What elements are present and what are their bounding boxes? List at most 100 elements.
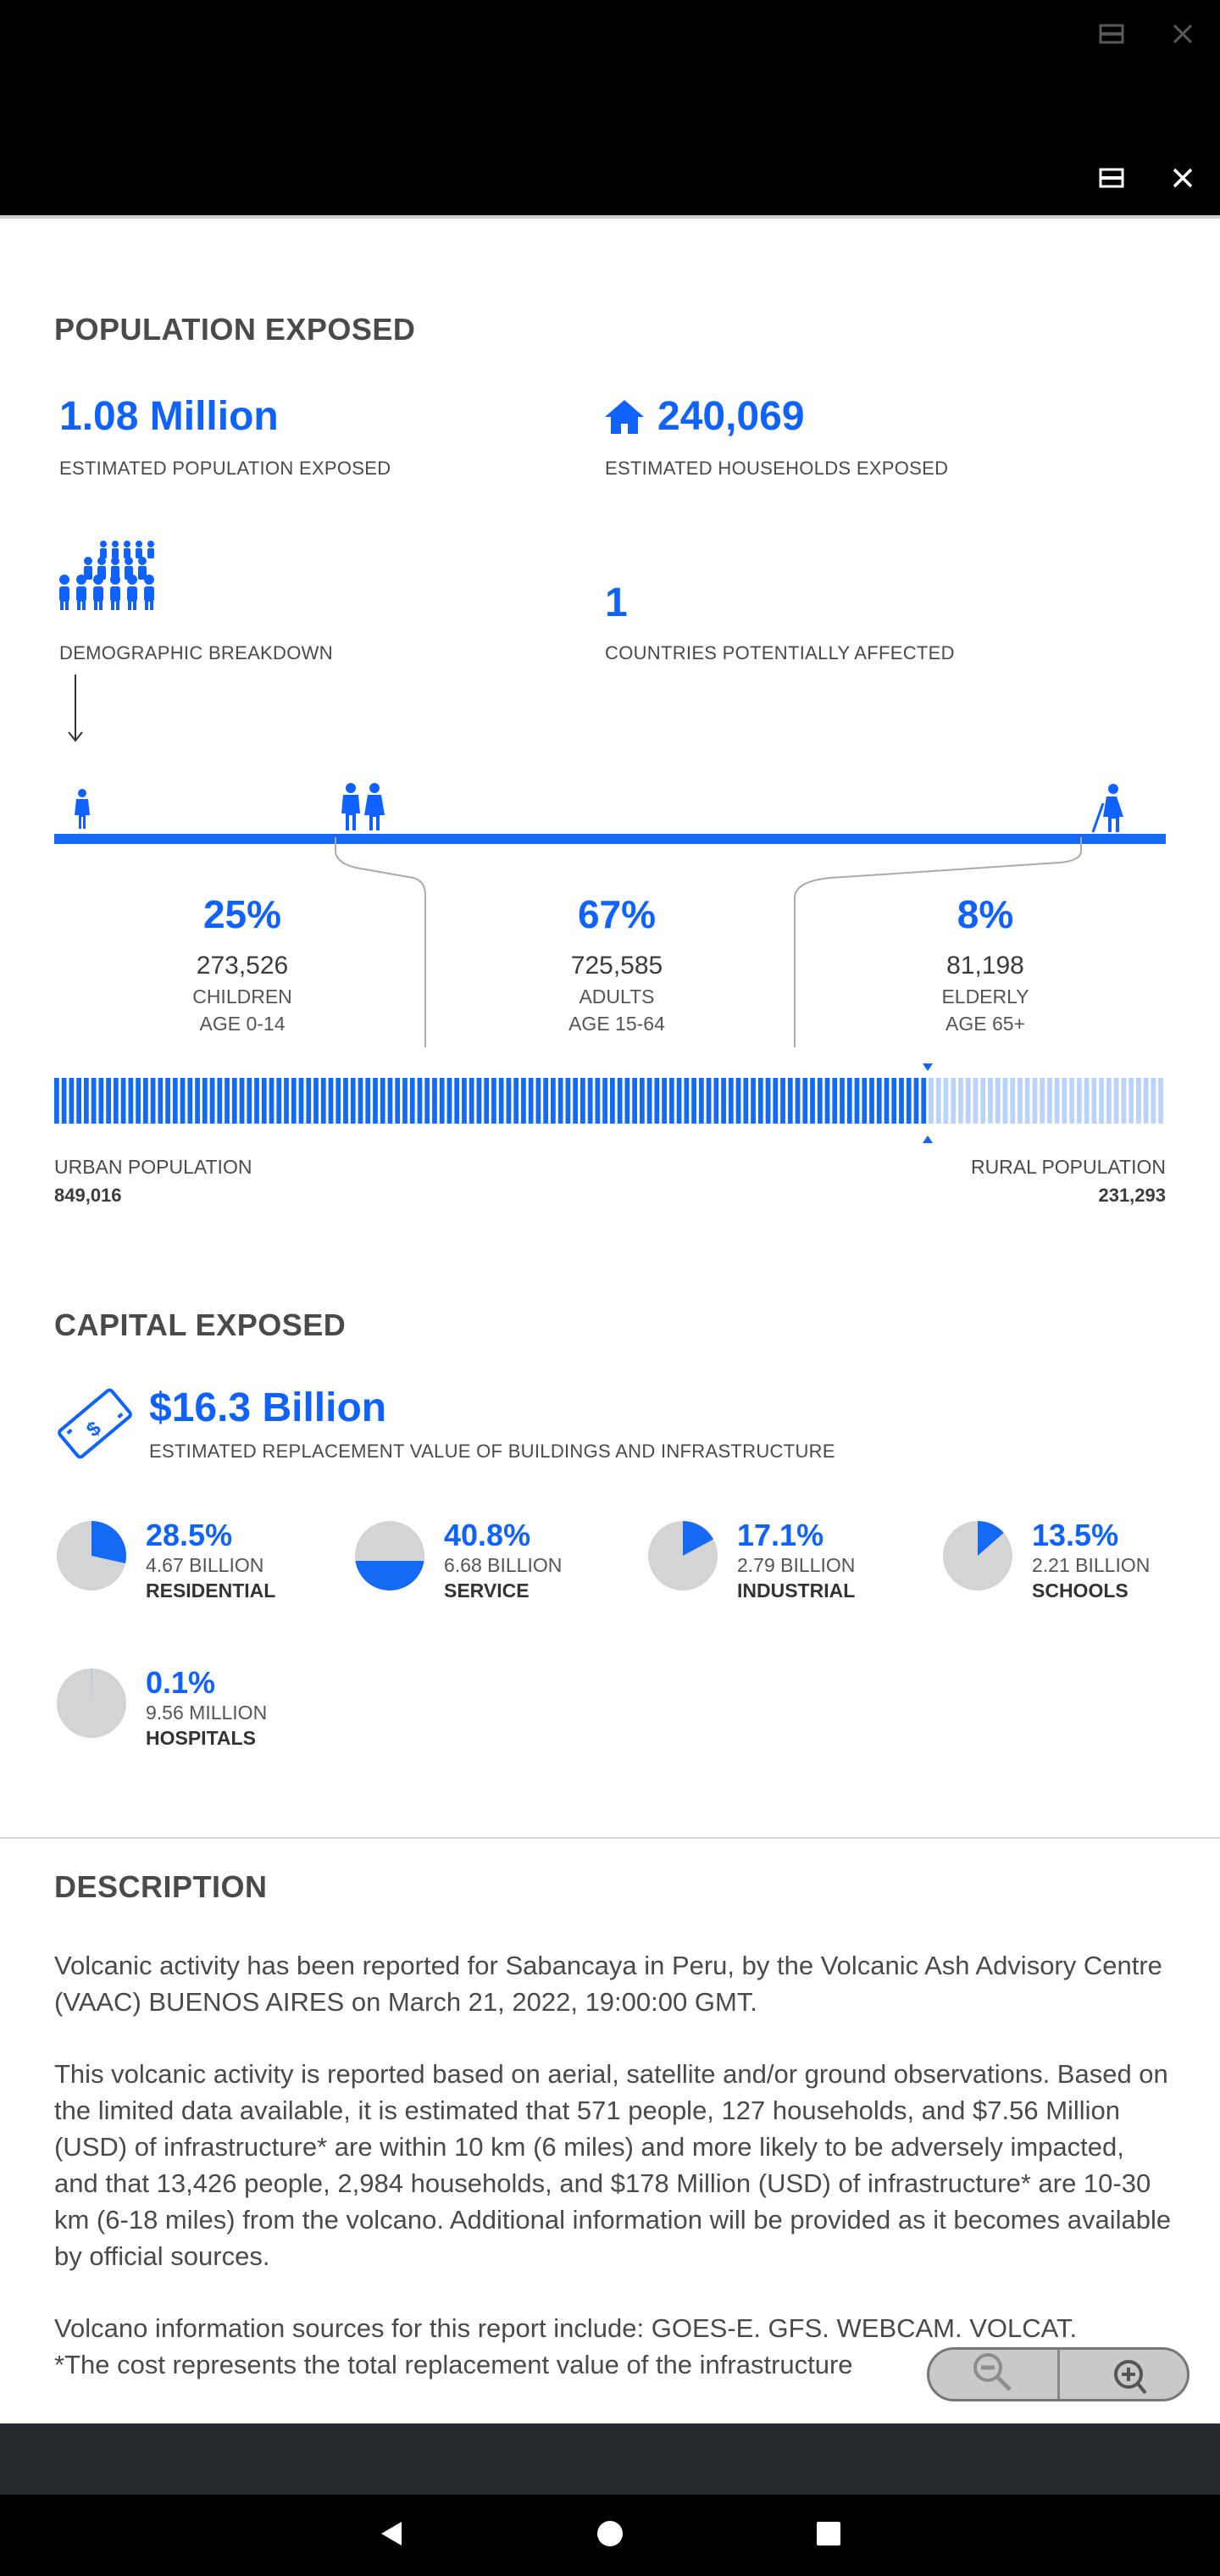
zoom-out-button[interactable] xyxy=(929,2350,1057,2399)
zoom-separator xyxy=(1056,2350,1060,2399)
bottom-strip xyxy=(0,2423,1220,2495)
rural-segment xyxy=(1121,1078,1127,1124)
urban-segment xyxy=(446,1078,452,1124)
rural-segment xyxy=(1069,1078,1075,1124)
urban-segment xyxy=(269,1078,274,1124)
zoom-in-icon xyxy=(1100,2350,1147,2399)
urban-segment xyxy=(158,1078,164,1124)
urban-segment xyxy=(528,1078,534,1124)
countries-value: 1 xyxy=(605,580,628,625)
down-arrow-icon xyxy=(66,675,85,748)
urban-segment xyxy=(239,1078,245,1124)
urban-segment xyxy=(98,1078,104,1124)
urban-segment xyxy=(646,1078,652,1124)
schools-pie xyxy=(943,1521,1012,1591)
zoom-control xyxy=(927,2347,1190,2401)
urban-segment xyxy=(721,1078,726,1124)
urban-segment xyxy=(573,1078,579,1124)
capital-value: $16.3 Billion xyxy=(149,1385,387,1430)
urban-segment xyxy=(765,1078,771,1124)
urban-segment xyxy=(691,1078,696,1124)
rural-segment xyxy=(1010,1078,1016,1124)
urban-segment xyxy=(824,1078,830,1124)
rural-segment xyxy=(929,1078,934,1124)
urban-segment xyxy=(439,1078,445,1124)
urban-segment xyxy=(535,1078,541,1124)
residential-percent: 28.5% xyxy=(146,1518,233,1552)
description-paragraph-1: Volcanic activity has been reported for … xyxy=(54,1951,1162,2017)
back-button[interactable] xyxy=(369,2513,413,2557)
close-icon[interactable] xyxy=(1169,164,1196,192)
urban-segment xyxy=(106,1078,111,1124)
urban-segment xyxy=(698,1078,704,1124)
residential-value: 4.67 BILLION xyxy=(146,1554,264,1576)
capital-section-title: CAPITAL EXPOSED xyxy=(54,1307,347,1342)
urban-segment xyxy=(617,1078,623,1124)
urban-segment xyxy=(595,1078,601,1124)
urban-segment xyxy=(846,1078,852,1124)
urban-segment xyxy=(899,1078,904,1124)
urban-segment xyxy=(202,1078,208,1124)
urban-segment xyxy=(432,1078,437,1124)
rural-population-value: 231,293 xyxy=(1098,1185,1166,1206)
urban-segment xyxy=(728,1078,734,1124)
service-label: SERVICE xyxy=(444,1579,530,1602)
urban-segment xyxy=(276,1078,282,1124)
zoom-out-icon xyxy=(969,2350,1017,2399)
urban-segment xyxy=(884,1078,890,1124)
urban-segment xyxy=(417,1078,423,1124)
urban-segment xyxy=(802,1078,808,1124)
industrial-value: 2.79 BILLION xyxy=(737,1554,856,1576)
urban-segment xyxy=(195,1078,200,1124)
elderly-label: ELDERLY xyxy=(941,985,1029,1008)
recents-button[interactable] xyxy=(807,2513,851,2557)
urban-segment xyxy=(172,1078,178,1124)
zoom-in-button[interactable] xyxy=(1060,2350,1188,2399)
recents-icon xyxy=(816,2521,841,2551)
urban-segment xyxy=(165,1078,170,1124)
urban-segment xyxy=(343,1078,348,1124)
urban-segment xyxy=(373,1078,378,1124)
elderly-percent: 8% xyxy=(957,892,1014,936)
rural-segment xyxy=(1024,1078,1030,1124)
rural-segment xyxy=(935,1078,941,1124)
capital-item-industrial: 17.1% 2.79 BILLION INDUSTRIAL xyxy=(647,1518,856,1603)
urban-segment xyxy=(136,1078,141,1124)
urban-segment xyxy=(854,1078,860,1124)
urban-segment xyxy=(128,1078,134,1124)
home-button[interactable] xyxy=(588,2513,632,2557)
urban-segment xyxy=(91,1078,97,1124)
adults-percent: 67% xyxy=(577,892,657,936)
capital-item-residential: 28.5% 4.67 BILLION RESIDENTIAL xyxy=(56,1518,275,1603)
urban-segment xyxy=(358,1078,363,1124)
hospitals-label: HOSPITALS xyxy=(146,1727,256,1749)
urban-segment xyxy=(610,1078,615,1124)
urban-segment xyxy=(476,1078,482,1124)
urban-segment xyxy=(639,1078,645,1124)
rural-segment xyxy=(1062,1078,1068,1124)
back-icon xyxy=(376,2518,407,2553)
urban-segment xyxy=(840,1078,845,1124)
urban-segment xyxy=(462,1078,467,1124)
pie-slice xyxy=(92,1521,126,1563)
urban-segment xyxy=(773,1078,779,1124)
rural-segment xyxy=(1032,1078,1038,1124)
adults-stat: 67% 725,585 ADULTS AGE 15-64 xyxy=(490,890,744,1037)
restore-window-icon[interactable] xyxy=(1098,164,1125,192)
urban-segment xyxy=(254,1078,259,1124)
rural-segment xyxy=(1143,1078,1149,1124)
service-value: 6.68 BILLION xyxy=(444,1554,563,1576)
rural-segment xyxy=(1040,1078,1045,1124)
urban-segment xyxy=(498,1078,504,1124)
elderly-icon xyxy=(1088,783,1132,838)
section-divider xyxy=(0,1837,1220,1839)
pie-slice xyxy=(683,1521,714,1556)
rural-segment xyxy=(958,1078,963,1124)
urban-segment xyxy=(580,1078,585,1124)
description-paragraph-2: This volcanic activity is reported based… xyxy=(54,2059,1172,2271)
urban-segment xyxy=(298,1078,304,1124)
urban-segment xyxy=(387,1078,393,1124)
urban-segment xyxy=(395,1078,401,1124)
urban-rural-bar xyxy=(54,1078,1163,1124)
description-footnote: *The cost represents the total replaceme… xyxy=(54,2350,853,2379)
